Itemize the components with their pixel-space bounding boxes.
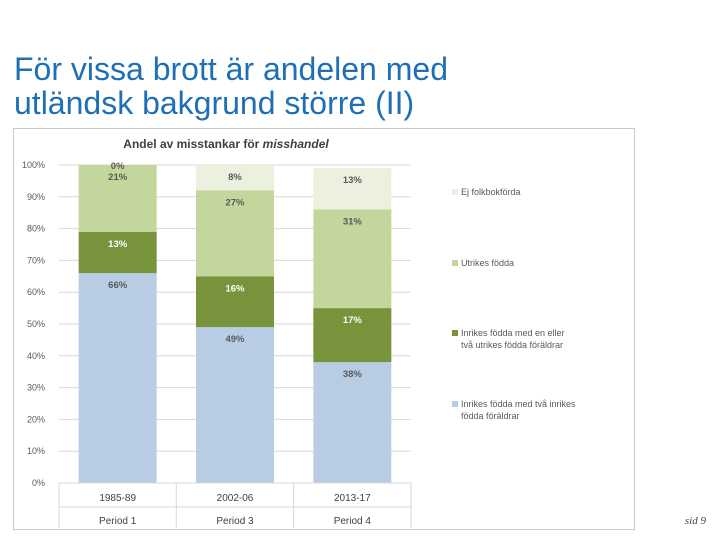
bar-segment	[313, 362, 392, 483]
data-label: 0%	[111, 161, 125, 172]
y-tick-label: 80%	[27, 224, 45, 234]
y-tick-label: 40%	[27, 351, 45, 361]
bar-segment	[313, 308, 392, 363]
legend-swatch	[452, 189, 458, 195]
legend-swatch	[452, 330, 458, 336]
legend-label: två utrikes födda föräldrar	[461, 340, 563, 350]
y-tick-label: 10%	[27, 446, 45, 456]
y-tick-label: 100%	[22, 160, 45, 170]
data-label: 27%	[225, 197, 245, 208]
data-label: 16%	[225, 283, 245, 294]
bar-segment	[78, 273, 157, 483]
legend-label: födda föräldrar	[461, 411, 520, 421]
y-tick-label: 90%	[27, 192, 45, 202]
x-period-label: Period 3	[216, 516, 254, 527]
x-category-label: 1985-89	[99, 493, 136, 504]
legend-label: Ej folkbokförda	[461, 187, 521, 197]
bar-segment	[313, 209, 392, 309]
data-label: 31%	[343, 217, 363, 228]
stacked-bar-chart: Andel av misstankar för misshandel 0% 10% 2…	[22, 137, 576, 528]
bar-segment	[78, 165, 157, 232]
chart-title: Andel av misstankar för misshandel	[123, 137, 329, 151]
y-tick-label: 0%	[32, 478, 45, 488]
legend-swatch	[452, 401, 458, 407]
y-tick-label: 60%	[27, 287, 45, 297]
bar-segment	[78, 231, 157, 274]
x-category-label: 2002-06	[217, 493, 254, 504]
bar-segment	[196, 190, 274, 277]
chart-title-prefix: Andel av misstankar för	[123, 137, 262, 151]
chart-title-emphasis: misshandel	[263, 137, 330, 151]
legend-label: Inrikes födda med en eller	[461, 328, 565, 338]
slide-title-line-2: utländsk bakgrund större (II)	[14, 85, 415, 121]
x-period-label: Period 4	[334, 516, 372, 527]
legend-label: Inrikes födda med två inrikes	[461, 399, 576, 409]
page-number: sid 9	[684, 515, 706, 527]
data-label: 8%	[228, 172, 242, 183]
bar-segment	[196, 327, 274, 483]
bar-segment	[313, 168, 392, 210]
legend-label: Utrikes födda	[461, 258, 514, 268]
slide-title-line-1: För vissa brott är andelen med	[14, 51, 448, 87]
slide-title: För vissa brott är andelen med utländsk …	[14, 52, 654, 120]
y-tick-label: 20%	[27, 414, 45, 424]
legend-swatch	[452, 260, 458, 266]
data-label: 38%	[343, 369, 363, 380]
y-tick-label: 70%	[27, 255, 45, 265]
y-tick-label: 50%	[27, 319, 45, 329]
data-label: 13%	[108, 239, 128, 250]
data-label: 66%	[108, 280, 128, 291]
chart-frame: Andel av misstankar för misshandel 0% 10% 2…	[13, 128, 635, 530]
bar-segment	[196, 165, 274, 191]
y-tick-label: 30%	[27, 383, 45, 393]
bar-segment	[196, 276, 274, 328]
data-label: 17%	[343, 315, 363, 326]
data-label: 13%	[343, 175, 363, 186]
data-label: 49%	[225, 334, 245, 345]
data-label: 21%	[108, 172, 128, 183]
x-category-label: 2013-17	[334, 493, 371, 504]
x-period-label: Period 1	[99, 516, 137, 527]
